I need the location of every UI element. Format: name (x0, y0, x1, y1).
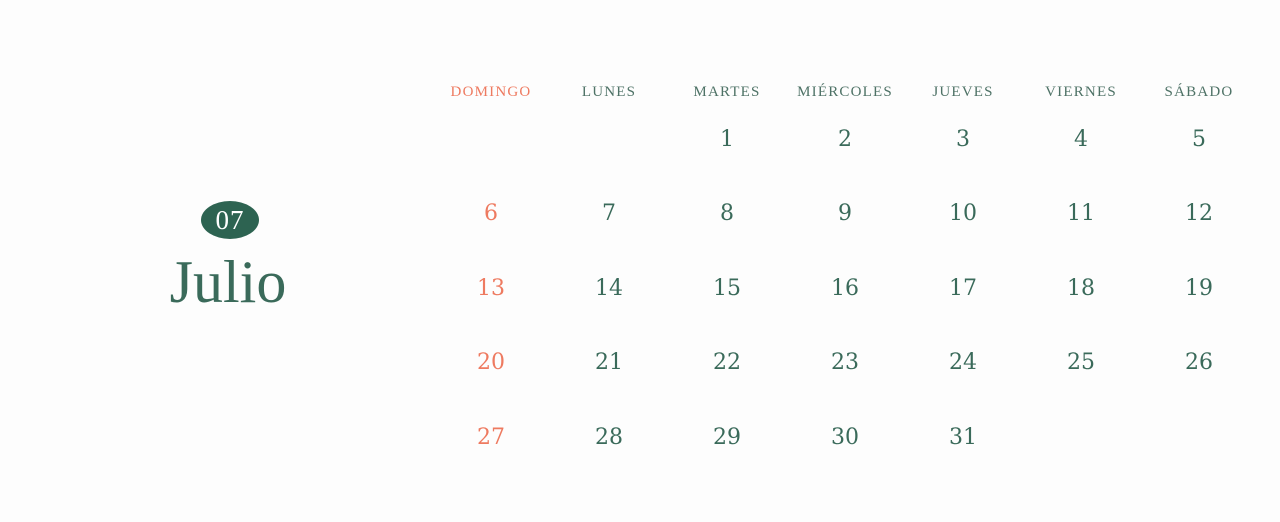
date-cell: 11 (1067, 201, 1095, 227)
date-cell: 28 (595, 424, 623, 450)
date-cell: 29 (713, 424, 741, 450)
date-cell: 21 (595, 350, 623, 376)
date-cell: 23 (831, 350, 859, 376)
date-cell: 19 (1185, 275, 1213, 301)
date-cell: 6 (484, 201, 498, 227)
date-cell: 8 (720, 201, 734, 227)
date-cell: 5 (1192, 126, 1206, 152)
date-cell-empty (1022, 400, 1140, 475)
weekday-header-martes: MARTES (693, 84, 761, 100)
date-cell: 4 (1074, 126, 1088, 152)
date-cell-empty (1140, 400, 1258, 475)
date-cell: 27 (477, 424, 505, 450)
date-cell: 7 (602, 201, 616, 227)
date-cell: 2 (838, 126, 852, 152)
date-cell: 9 (838, 201, 852, 227)
date-cell-empty (432, 102, 550, 177)
date-cell: 17 (949, 275, 977, 301)
weekday-header-viernes: VIERNES (1045, 84, 1117, 100)
month-number-badge: 07 (201, 201, 259, 239)
date-cell: 24 (949, 350, 977, 376)
date-cell: 31 (949, 424, 977, 450)
date-cell: 15 (713, 275, 741, 301)
weekday-header-sábado: SÁBADO (1164, 84, 1234, 100)
weekday-header-jueves: JUEVES (932, 84, 994, 100)
weekday-header-lunes: LUNES (581, 84, 637, 100)
date-cell: 20 (477, 350, 505, 376)
date-cell: 18 (1067, 275, 1095, 301)
date-cell: 13 (477, 275, 505, 301)
date-cell: 25 (1067, 350, 1095, 376)
date-cell: 30 (831, 424, 859, 450)
date-cell: 14 (595, 275, 623, 301)
date-cell: 1 (720, 126, 734, 152)
date-cell: 22 (713, 350, 741, 376)
date-cell: 12 (1185, 201, 1213, 227)
date-cell: 26 (1185, 350, 1213, 376)
month-name: Julio (169, 249, 287, 315)
date-cell: 3 (956, 126, 970, 152)
weekday-header-row: DOMINGO LUNES MARTES MIÉRCOLES JUEVES VIERNES… (432, 84, 1258, 100)
weekday-header-domingo: DOMINGO (450, 84, 532, 100)
date-cell: 16 (831, 275, 859, 301)
calendar-dates-grid: 1 2 3 4 5 6 7 8 9 10 11 12 13 14 15 16 17 18 19 20 21 22 23 24 2… (432, 102, 1258, 475)
date-cell: 10 (949, 201, 977, 227)
weekday-header-miércoles: MIÉRCOLES (797, 84, 893, 100)
date-cell-empty (550, 102, 668, 177)
